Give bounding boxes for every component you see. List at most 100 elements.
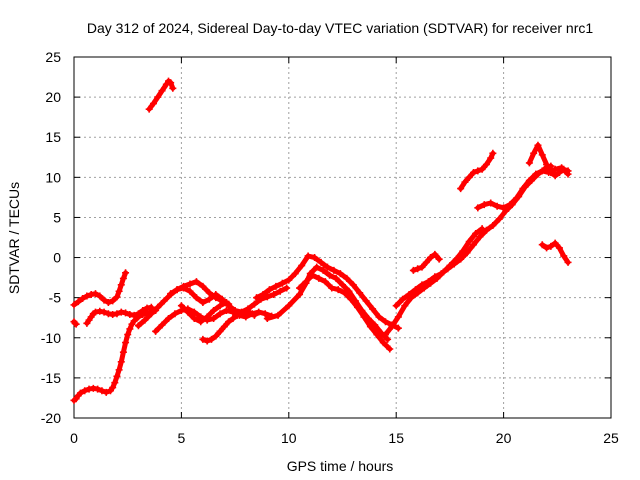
series-arc5 <box>145 77 177 113</box>
data-point <box>401 302 409 310</box>
data-point <box>117 358 125 366</box>
data-point <box>122 309 130 317</box>
data-point <box>418 281 426 289</box>
series-arc2 <box>70 269 130 309</box>
data-point <box>302 278 310 286</box>
data-point <box>551 165 559 173</box>
y-tick-labels: -20 -15 -10 -5 0 5 10 15 20 25 <box>41 49 61 426</box>
data-point <box>525 177 533 185</box>
data-point <box>394 324 402 332</box>
data-point <box>564 258 572 266</box>
data-point <box>117 281 125 289</box>
data-point <box>212 332 220 340</box>
data-point <box>139 307 147 315</box>
data-point <box>285 276 293 284</box>
data-point <box>255 308 263 316</box>
data-point <box>369 305 377 313</box>
data-point <box>113 293 121 301</box>
data-point <box>405 290 413 298</box>
data-point <box>409 266 417 274</box>
data-point <box>418 263 426 271</box>
data-point <box>89 384 97 392</box>
data-point <box>203 337 211 345</box>
data-point <box>184 308 192 316</box>
data-point <box>457 185 465 193</box>
data-point <box>173 286 181 294</box>
data-point <box>154 303 162 311</box>
data-point <box>205 295 213 303</box>
series-arc18 <box>474 164 572 212</box>
data-point <box>560 165 568 173</box>
data-point <box>386 345 394 353</box>
data-point <box>100 308 108 316</box>
data-point <box>437 270 445 278</box>
data-point <box>328 284 336 292</box>
data-point <box>519 185 527 193</box>
data-point <box>143 304 151 312</box>
data-point <box>192 294 200 302</box>
data-point <box>109 384 117 392</box>
x-tick-label: 0 <box>70 430 78 446</box>
data-point <box>223 298 231 306</box>
data-point <box>109 311 117 319</box>
data-point <box>349 281 357 289</box>
data-point <box>291 270 299 278</box>
data-point <box>115 366 123 374</box>
x-tick-label: 25 <box>603 430 619 446</box>
y-tick-label: 20 <box>45 89 61 105</box>
data-point <box>319 266 327 274</box>
data-point <box>272 282 280 290</box>
y-tick-label: -15 <box>41 370 61 386</box>
data-point <box>119 274 127 282</box>
axis-ticks <box>73 56 612 419</box>
data-point <box>296 290 304 298</box>
data-point <box>311 254 319 262</box>
data-point <box>459 247 467 255</box>
data-point <box>229 315 237 323</box>
data-point <box>145 105 153 113</box>
series-arc11 <box>253 252 402 332</box>
series-trace <box>264 264 391 342</box>
data-point <box>512 194 520 202</box>
series-arc10 <box>199 308 258 345</box>
data-point <box>199 298 207 306</box>
data-point <box>330 266 338 274</box>
data-point <box>205 289 213 297</box>
data-point <box>265 286 273 294</box>
data-point <box>379 339 387 347</box>
data-point <box>298 262 306 270</box>
data-point <box>461 178 469 186</box>
data-point <box>506 201 514 209</box>
data-point <box>124 331 132 339</box>
data-point <box>564 167 572 175</box>
series-arc12 <box>263 263 392 343</box>
series-trace <box>178 300 229 325</box>
data-point <box>339 281 346 289</box>
data-point <box>414 265 422 273</box>
data-point <box>203 313 211 321</box>
data-point <box>186 280 194 288</box>
data-point <box>147 310 155 318</box>
data-point <box>190 315 198 323</box>
data-point <box>377 329 385 337</box>
data-point <box>165 315 173 323</box>
grid <box>74 57 611 418</box>
data-point <box>186 287 194 295</box>
data-point <box>489 221 497 229</box>
data-point <box>94 385 102 393</box>
data-point <box>113 372 121 380</box>
x-tick-label: 5 <box>178 430 186 446</box>
data-point <box>474 204 482 212</box>
data-point <box>463 249 471 257</box>
y-tick-label: 5 <box>53 209 61 225</box>
y-tick-label: 15 <box>45 129 61 145</box>
data-point <box>216 327 224 335</box>
data-point <box>474 167 482 175</box>
data-point <box>457 255 465 263</box>
data-point <box>81 387 89 395</box>
data-point <box>470 169 478 177</box>
data-point <box>381 318 389 326</box>
data-point <box>122 339 130 347</box>
data-point <box>543 244 551 252</box>
data-point <box>160 297 168 305</box>
